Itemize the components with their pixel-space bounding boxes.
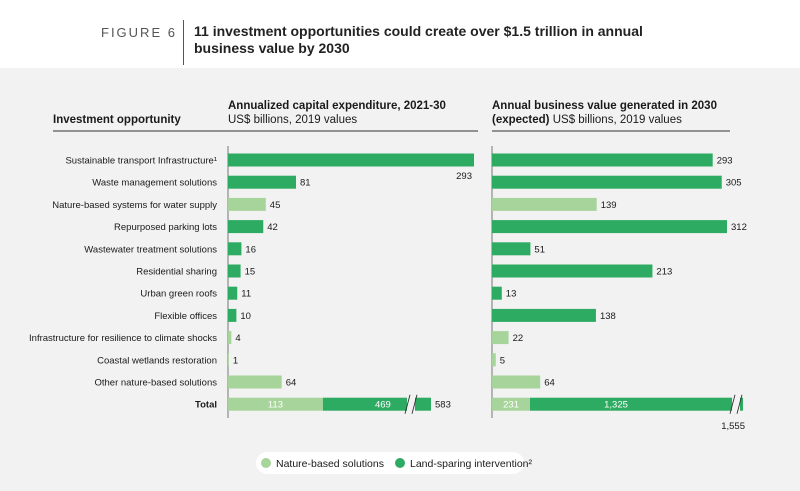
business-total-land-bar bbox=[530, 397, 743, 411]
business-value-bar bbox=[492, 286, 502, 300]
total-label: Total bbox=[195, 400, 217, 411]
category-label: Wastewater treatment solutions bbox=[84, 244, 217, 255]
capex-bar bbox=[228, 308, 237, 322]
business-value-bar bbox=[492, 175, 722, 189]
business-value-value: 5 bbox=[500, 355, 505, 366]
category-label: Infrastructure for resilience to climate… bbox=[29, 333, 217, 344]
capex-value: 64 bbox=[286, 378, 297, 389]
capex-bar bbox=[228, 220, 264, 234]
business-break-slash-b bbox=[736, 394, 743, 414]
business-value-bar bbox=[492, 197, 597, 211]
capex-break-slash-a bbox=[404, 394, 411, 414]
capex-value: 16 bbox=[245, 244, 256, 255]
business-value-bar bbox=[492, 220, 727, 234]
capex-break-slash-b bbox=[411, 394, 418, 414]
capex-total-nature-value: 113 bbox=[268, 400, 283, 411]
business-value-value: 305 bbox=[726, 178, 742, 189]
chart-panel bbox=[0, 68, 800, 491]
legend-nature-swatch bbox=[261, 458, 271, 468]
business-total-nature-bar bbox=[492, 397, 530, 411]
business-value-value: 293 bbox=[717, 156, 733, 167]
business-value-bar bbox=[492, 331, 509, 345]
figure-title: 11 investment opportunities could create… bbox=[194, 23, 643, 56]
capex-total-nature-bar bbox=[228, 397, 323, 411]
business-value-value: 213 bbox=[656, 267, 672, 278]
capex-value: 1 bbox=[233, 355, 238, 366]
category-label: Waste management solutions bbox=[92, 178, 217, 189]
capex-bar bbox=[228, 286, 238, 300]
business-value-value: 51 bbox=[534, 244, 545, 255]
capex-value: 15 bbox=[245, 267, 256, 278]
row-header: Investment opportunity bbox=[53, 114, 181, 126]
business-value-value: 64 bbox=[544, 378, 555, 389]
business-value-bar bbox=[492, 308, 596, 322]
panel-2-subtitle: (expected) US$ billions, 2019 values bbox=[492, 114, 682, 126]
capex-value: 4 bbox=[235, 333, 240, 344]
panel-2-units: US$ billions, 2019 values bbox=[553, 114, 682, 126]
business-value-bar bbox=[492, 153, 713, 167]
business-value-bar bbox=[492, 264, 653, 278]
category-label: Nature-based systems for water supply bbox=[52, 200, 217, 211]
category-label: Urban green roofs bbox=[140, 289, 217, 300]
legend-land-label: Land-sparing intervention² bbox=[410, 458, 532, 470]
capex-bar bbox=[228, 331, 232, 345]
category-label: Sustainable transport Infrastructure¹ bbox=[65, 156, 217, 167]
capex-value: 45 bbox=[270, 200, 281, 211]
capex-bar bbox=[228, 353, 229, 367]
business-value-value: 138 bbox=[600, 311, 616, 322]
business-value-value: 13 bbox=[506, 289, 517, 300]
business-break-slash-a bbox=[729, 394, 736, 414]
capex-value: 10 bbox=[240, 311, 251, 322]
capex-break-gap bbox=[407, 394, 415, 414]
capex-value: 81 bbox=[300, 178, 311, 189]
capex-bar bbox=[228, 242, 242, 256]
capex-bar bbox=[228, 153, 474, 167]
legend-land-swatch bbox=[395, 458, 405, 468]
figure-header: FIGURE 6 11 investment opportunities cou… bbox=[0, 0, 800, 68]
business-value-bar bbox=[492, 375, 541, 389]
capex-total-land-bar bbox=[322, 397, 431, 411]
panel-2-title: Annual business value generated in 2030 bbox=[492, 100, 717, 112]
category-label: Residential sharing bbox=[136, 267, 217, 278]
capex-value: 293 bbox=[456, 171, 472, 182]
panel-2-title-expected: (expected) bbox=[492, 114, 553, 126]
capex-value: 11 bbox=[241, 289, 251, 300]
capex-total-sum: 583 bbox=[435, 400, 451, 411]
capex-value: 42 bbox=[267, 222, 278, 233]
capex-bar bbox=[228, 197, 266, 211]
category-label: Other nature-based solutions bbox=[94, 378, 217, 389]
business-value-value: 22 bbox=[513, 333, 524, 344]
business-total-land-value: 1,325 bbox=[604, 400, 628, 411]
panel-1-title: Annualized capital expenditure, 2021-30 bbox=[228, 100, 446, 112]
business-total-sum: 1,555 bbox=[721, 421, 745, 432]
capex-bar bbox=[228, 175, 297, 189]
category-label: Coastal wetlands restoration bbox=[97, 355, 217, 366]
business-value-bar bbox=[492, 353, 496, 367]
category-label: Flexible offices bbox=[154, 311, 217, 322]
capex-total-land-value: 469 bbox=[375, 400, 391, 411]
legend-box bbox=[256, 452, 524, 474]
figure-label: FIGURE 6 bbox=[101, 25, 177, 40]
business-break-gap bbox=[732, 394, 740, 414]
business-value-value: 312 bbox=[731, 222, 747, 233]
category-label: Repurposed parking lots bbox=[114, 222, 217, 233]
business-value-bar bbox=[492, 242, 531, 256]
capex-bar bbox=[228, 264, 241, 278]
business-value-value: 139 bbox=[601, 200, 617, 211]
header-divider bbox=[183, 20, 184, 65]
capex-bar bbox=[228, 375, 282, 389]
legend-nature-label: Nature-based solutions bbox=[276, 458, 384, 470]
business-total-nature-value: 231 bbox=[503, 400, 519, 411]
panel-1-subtitle: US$ billions, 2019 values bbox=[228, 114, 357, 126]
